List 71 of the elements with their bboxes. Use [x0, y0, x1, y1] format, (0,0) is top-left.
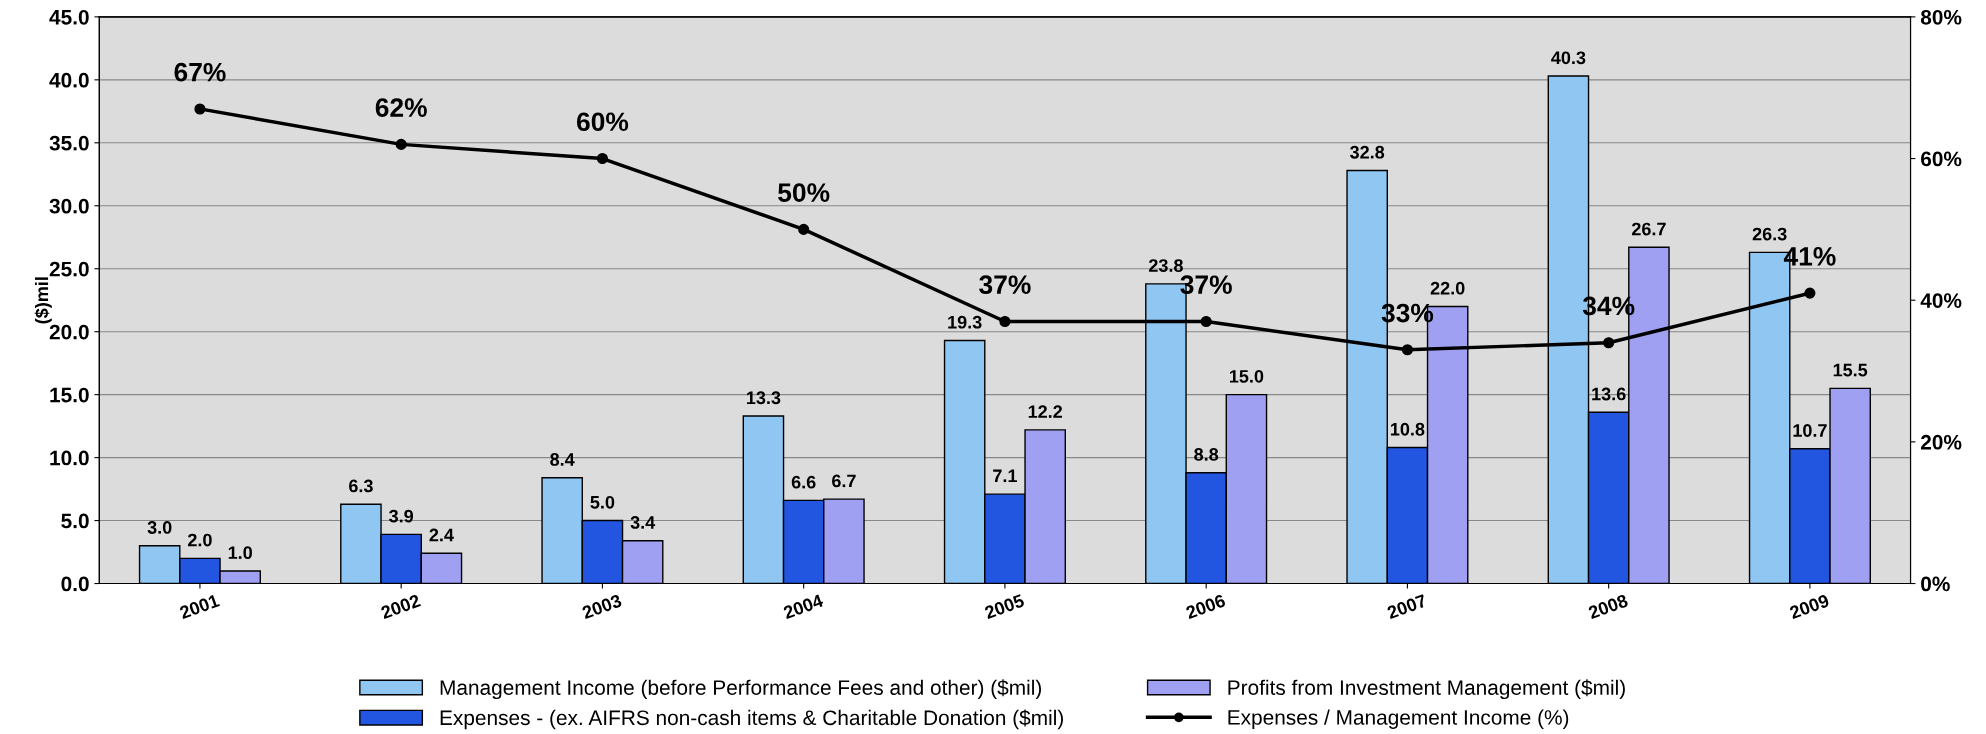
data-label: 2.0	[188, 533, 212, 547]
data-label: 23.8	[1148, 259, 1183, 272]
data-label: 67%	[174, 62, 226, 82]
x-tick-label: 2001	[178, 593, 220, 620]
x-tick-label: 2002	[380, 593, 422, 620]
data-label: 1.0	[228, 546, 252, 560]
data-label: 8.4	[550, 453, 575, 466]
point	[1200, 315, 1212, 328]
x-tick-label: 2003	[581, 593, 623, 620]
y-tick-label: 25.0	[49, 261, 89, 277]
y2-tick-label: 0%	[1921, 576, 1950, 592]
point	[194, 103, 206, 115]
y-tick-label: 10.0	[50, 450, 89, 466]
point	[395, 138, 407, 150]
y-tick-label: 30.0	[49, 198, 89, 214]
y2-tick-label: 80%	[1920, 9, 1962, 25]
data-label: 3.4	[630, 516, 656, 529]
x-tick-label: 2007	[1386, 593, 1428, 620]
data-label: 12.2	[1028, 405, 1063, 418]
data-label: 2.4	[429, 528, 454, 542]
data-label: 10.8	[1390, 422, 1425, 436]
data-label: 7.1	[993, 469, 1017, 483]
data-label: 40.3	[1551, 51, 1586, 65]
legend-label: Management Income (before Performance Fees and other) ($mil)	[440, 679, 1042, 700]
point	[596, 152, 608, 165]
data-label: 3.0	[147, 521, 172, 534]
data-label: 26.3	[1752, 227, 1787, 241]
y-tick-label: 15.0	[50, 387, 89, 403]
data-label: 22.0	[1430, 281, 1465, 295]
data-label: 50%	[778, 183, 830, 202]
y-tick-label: 0.0	[61, 576, 89, 592]
data-label: 6.7	[832, 474, 856, 488]
y-tick-label: 35.0	[49, 135, 89, 151]
point	[1804, 287, 1816, 299]
data-label: 32.8	[1350, 145, 1385, 159]
data-label: 8.8	[1194, 448, 1219, 461]
point	[798, 223, 810, 235]
y-tick-label: 40.0	[49, 72, 89, 88]
data-label: 6.3	[349, 479, 373, 493]
point	[1401, 344, 1413, 356]
legend-label: Expenses - (ex. AIFRS non-cash items & Charitable Donation ($mil)	[440, 709, 1063, 730]
data-label: 60%	[576, 112, 629, 132]
data-label: 6.6	[791, 475, 816, 489]
data-label: 26.7	[1631, 222, 1666, 236]
x-tick-label: 2006	[1185, 593, 1227, 620]
legend-label: Expenses / Management Income (%)	[1228, 709, 1569, 729]
data-label: 10.7	[1793, 424, 1827, 437]
y2-tick-label: 40%	[1920, 293, 1962, 308]
data-label: 13.6	[1592, 387, 1626, 401]
y-tick-label: 5.0	[61, 513, 89, 529]
y-tick-label: 20.0	[49, 324, 89, 340]
data-label: 19.3	[948, 315, 982, 329]
data-label: 5.0	[590, 495, 615, 509]
data-label: 13.3	[746, 391, 781, 405]
data-label: 62%	[375, 98, 427, 117]
y2-tick-label: 60%	[1921, 151, 1962, 167]
data-label: 15.5	[1833, 363, 1868, 377]
data-label: 37%	[1180, 275, 1232, 295]
data-label: 37%	[979, 275, 1031, 295]
point	[999, 315, 1011, 328]
x-tick-label: 2008	[1587, 593, 1629, 620]
y2-tick-label: 20%	[1920, 434, 1962, 450]
x-tick-label: 2009	[1788, 593, 1830, 620]
y-tick-label: 45.0	[49, 9, 89, 25]
y-axis-title: ($)mil	[34, 277, 52, 324]
point	[1603, 337, 1615, 349]
data-label: 15.0	[1229, 369, 1264, 383]
legend-label: Profits from Investment Management ($mil)	[1228, 679, 1625, 700]
x-tick-label: 2005	[983, 593, 1025, 620]
x-tick-label: 2004	[782, 593, 825, 620]
data-label: 3.9	[389, 509, 414, 523]
